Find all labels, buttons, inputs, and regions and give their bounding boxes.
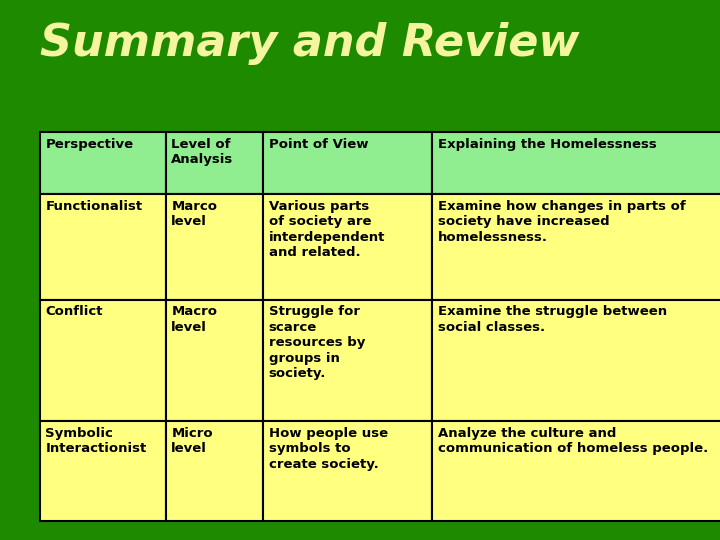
Bar — [166, 421, 263, 521]
Text: Micro
level: Micro level — [171, 427, 213, 455]
Bar — [432, 132, 720, 194]
Bar — [166, 300, 263, 421]
Text: Perspective: Perspective — [45, 138, 133, 151]
Text: Functionalist: Functionalist — [45, 200, 143, 213]
Bar — [432, 421, 720, 521]
Bar — [40, 132, 166, 194]
Bar — [263, 132, 432, 194]
Text: Various parts
of society are
interdependent
and related.: Various parts of society are interdepend… — [269, 200, 385, 259]
Bar — [432, 194, 720, 300]
Text: Struggle for
scarce
resources by
groups in
society.: Struggle for scarce resources by groups … — [269, 305, 365, 380]
Bar — [432, 300, 720, 421]
Text: Point of View: Point of View — [269, 138, 368, 151]
Bar — [40, 300, 166, 421]
Bar — [263, 421, 432, 521]
Text: Symbolic
Interactionist: Symbolic Interactionist — [45, 427, 147, 455]
Text: Analyze the culture and
communication of homeless people.: Analyze the culture and communication of… — [438, 427, 708, 455]
Text: Examine the struggle between
social classes.: Examine the struggle between social clas… — [438, 305, 667, 334]
Text: Marco
level: Marco level — [171, 200, 217, 228]
Bar — [40, 194, 166, 300]
Text: Conflict: Conflict — [45, 305, 103, 318]
Bar — [166, 132, 263, 194]
Bar — [40, 421, 166, 521]
Text: Macro
level: Macro level — [171, 305, 217, 334]
Bar — [166, 194, 263, 300]
Text: Summary and Review: Summary and Review — [40, 22, 579, 65]
Bar — [263, 300, 432, 421]
Text: How people use
symbols to
create society.: How people use symbols to create society… — [269, 427, 387, 470]
Bar — [263, 194, 432, 300]
Text: Explaining the Homelessness: Explaining the Homelessness — [438, 138, 657, 151]
Text: Examine how changes in parts of
society have increased
homelessness.: Examine how changes in parts of society … — [438, 200, 685, 244]
Text: Level of
Analysis: Level of Analysis — [171, 138, 233, 166]
